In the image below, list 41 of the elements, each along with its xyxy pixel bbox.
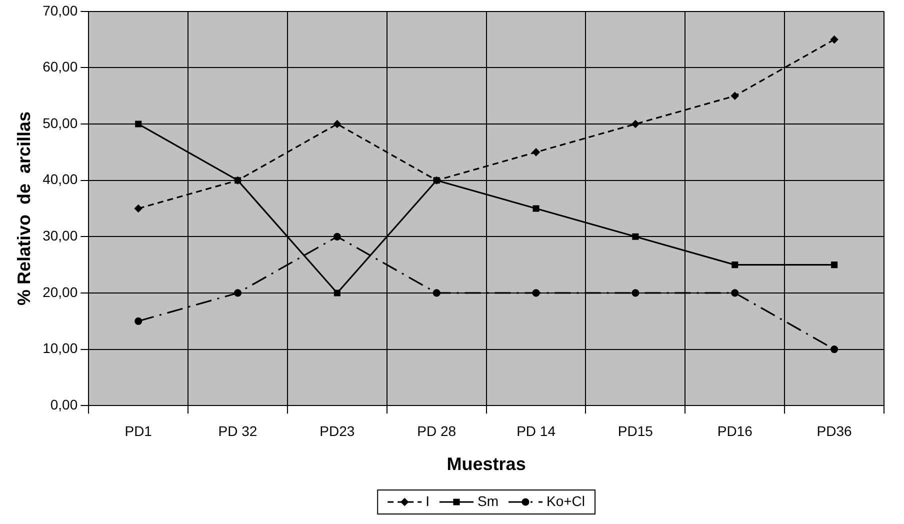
y-tick-label: 60,00 [42,58,78,75]
point [532,289,540,297]
point [532,205,540,212]
point [135,120,142,128]
point [831,262,838,268]
x-tick-label: PD36 [816,422,852,439]
x-tick-label: PD 14 [516,422,556,439]
point [632,233,639,240]
x-tick-label: PD23 [320,422,355,439]
x-axis-title: Muestras [446,454,526,474]
point [234,289,242,297]
y-tick-label: 10,00 [42,340,78,356]
point [334,290,340,296]
legend-label: Sm [478,492,498,509]
point [134,204,142,212]
y-tick-label: 50,00 [42,114,78,131]
point [731,289,739,297]
point [732,262,738,268]
point [731,92,739,100]
y-tick-label: 70,00 [42,2,78,18]
point [333,120,341,128]
point [632,289,640,297]
y-tick-label: 0,00 [50,396,78,412]
y-axis-title: % Relativo de arcillas [14,111,34,306]
x-tick-label: PD 32 [218,422,258,439]
legend-label: Ko+Cl [546,492,586,509]
point [432,289,440,297]
y-tick-label: 30,00 [42,228,78,244]
legend-label: I [426,492,430,509]
point [830,345,838,354]
point [532,148,540,156]
point [632,120,640,128]
x-tick-label: PD16 [717,422,753,439]
x-tick-label: PD15 [618,422,654,439]
x-tick-label: PD1 [124,422,152,439]
point [830,36,838,44]
y-tick-label: 40,00 [42,171,78,188]
point [333,232,341,240]
point [134,317,142,325]
y-tick-label: 20,00 [42,284,78,300]
x-tick-label: PD 28 [417,422,456,439]
